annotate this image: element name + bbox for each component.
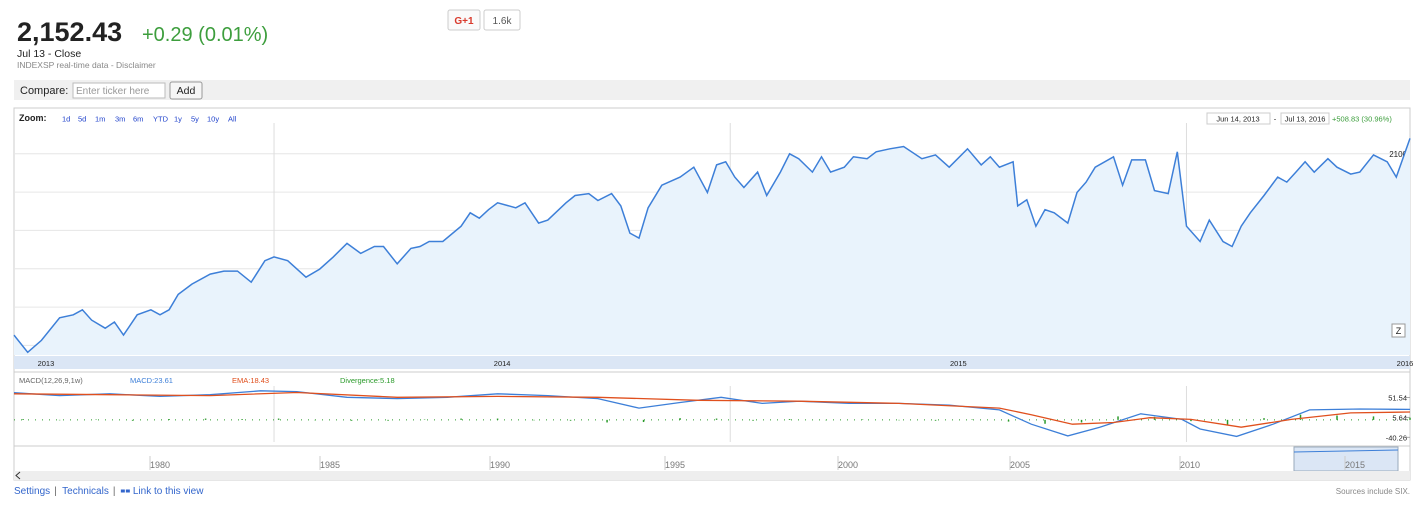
compare-label: Compare: <box>20 85 68 97</box>
close-date: Jul 13 - Close <box>17 48 81 60</box>
x-tick-label: 2015 <box>950 359 967 368</box>
zoom-option[interactable]: All <box>228 115 237 124</box>
range-end[interactable]: Jul 13, 2016 <box>1285 115 1326 124</box>
navigator-label: 2010 <box>1180 460 1200 470</box>
range-end-box[interactable] <box>1280 112 1330 125</box>
price-change: +0.29 (0.01%) <box>142 24 268 46</box>
compare-bar <box>14 80 1410 100</box>
zoom-reset-button[interactable] <box>1391 323 1406 338</box>
sources-note: Sources include SIX. <box>1336 487 1410 496</box>
navigator-line <box>1293 449 1399 453</box>
zoom-option[interactable]: 5d <box>78 115 86 124</box>
zoom-reset-label[interactable]: Z <box>1396 326 1402 336</box>
divergence-value-label: Divergence:5.18 <box>340 376 395 385</box>
y-tick-label: 51.54 <box>1388 393 1407 402</box>
compare-input[interactable] <box>72 82 166 99</box>
price-line <box>13 138 1411 354</box>
data-source: INDEXSP real-time data - Disclaimer <box>17 60 156 70</box>
range-start[interactable]: Jun 14, 2013 <box>1216 115 1259 124</box>
y-tick-label: -40.26 <box>1386 433 1407 442</box>
plus-one-button[interactable] <box>447 9 481 31</box>
zoom-option[interactable]: 1m <box>95 115 105 124</box>
range-change: +508.83 (30.96%) <box>1332 115 1392 124</box>
zoom-option[interactable]: 1y <box>174 115 182 124</box>
navigator-scrollbar[interactable] <box>14 471 1410 480</box>
y-tick-label: 5.64 <box>1392 413 1407 422</box>
zoom-label: Zoom: <box>19 113 47 123</box>
zoom-option[interactable]: 1d <box>62 115 70 124</box>
navigator-label: 2005 <box>1010 460 1030 470</box>
x-tick-label: 2016 <box>1397 359 1414 368</box>
plus-count: 1.6k <box>493 16 513 27</box>
year-band <box>14 356 1410 369</box>
navigator-label: 1980 <box>150 460 170 470</box>
add-button-label[interactable]: Add <box>177 85 196 97</box>
macd-title: MACD(12,26,9,1w) <box>19 376 83 385</box>
price-area <box>14 138 1410 355</box>
zoom-option[interactable]: 3m <box>115 115 125 124</box>
range-separator: - <box>1274 115 1277 124</box>
macd-line <box>13 390 1411 438</box>
navigator-label: 1995 <box>665 460 685 470</box>
footer-separator: | <box>54 486 57 497</box>
navigator-label: 1985 <box>320 460 340 470</box>
navigator-label: 2000 <box>838 460 858 470</box>
plus-count-box <box>483 9 521 31</box>
zoom-option[interactable]: 5y <box>191 115 199 124</box>
navigator-label: 1990 <box>490 460 510 470</box>
footer-link[interactable]: Link to this view <box>133 486 204 497</box>
zoom-option[interactable]: 6m <box>133 115 143 124</box>
range-start-box[interactable] <box>1206 112 1271 125</box>
plus-one-label[interactable]: G+1 <box>454 16 474 27</box>
macd-value-label: MACD:23.61 <box>130 376 173 385</box>
y-tick-label: 2100 <box>1389 150 1407 159</box>
price: 2,152.43 <box>17 17 122 47</box>
x-tick-label: 2013 <box>38 359 55 368</box>
macd-line <box>13 391 1411 428</box>
add-button[interactable] <box>169 81 203 100</box>
zoom-option[interactable]: 10y <box>207 115 219 124</box>
ema-value-label: EMA:18.43 <box>232 376 269 385</box>
compare-placeholder[interactable]: Enter ticker here <box>76 86 150 97</box>
x-tick-label: 2014 <box>494 359 511 368</box>
scroll-left-arrow[interactable] <box>15 471 21 480</box>
footer-link[interactable]: Settings <box>14 486 50 497</box>
navigator-label: 2015 <box>1345 460 1365 470</box>
footer-link[interactable]: Technicals <box>62 486 109 497</box>
zoom-option[interactable]: YTD <box>153 115 169 124</box>
footer-separator: | <box>113 486 116 497</box>
